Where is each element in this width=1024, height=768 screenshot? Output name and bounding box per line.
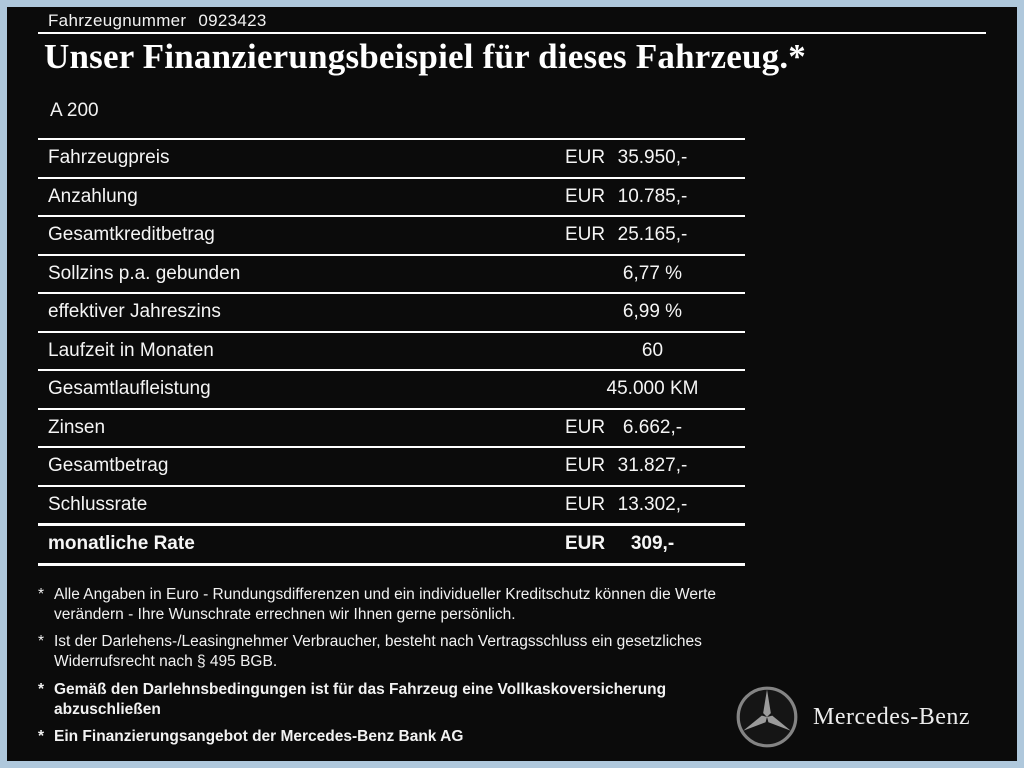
row-currency: EUR	[565, 147, 606, 169]
row-label: monatliche Rate	[48, 533, 195, 555]
finance-row: Gesamtbetrag EUR 31.827,-	[38, 448, 745, 487]
row-value: EUR 309,-	[560, 533, 745, 555]
row-amount: 60	[641, 339, 664, 361]
row-amount: 45.000 KM	[606, 378, 699, 400]
footnote-text: Gemäß den Darlehnsbedingungen ist für da…	[54, 680, 667, 718]
finance-row: Zinsen EUR 6.662,-	[38, 410, 745, 448]
row-value: 45.000 KM	[560, 378, 745, 400]
finance-row: Laufzeit in Monaten 60	[38, 333, 745, 371]
row-value: EUR 31.827,-	[560, 455, 745, 477]
row-value: EUR 35.950,-	[560, 147, 745, 169]
vehicle-model: A 200	[50, 100, 99, 121]
row-label: Gesamtlaufleistung	[48, 378, 211, 400]
footnote-text: Ist der Darlehens-/Leasingnehmer Verbrau…	[54, 633, 702, 671]
row-label: Zinsen	[48, 416, 106, 438]
finance-row: monatliche Rate EUR 309,-	[38, 526, 745, 566]
footnote-marker: *	[38, 586, 45, 603]
row-value: EUR 25.165,-	[560, 224, 745, 246]
row-label: Gesamtbetrag	[48, 455, 169, 477]
row-label: Laufzeit in Monaten	[48, 339, 214, 361]
finance-row: Gesamtlaufleistung 45.000 KM	[38, 371, 745, 410]
footnote: * Alle Angaben in Euro - Rundungsdifferen…	[38, 585, 738, 625]
finance-table: Fahrzeugpreis EUR 35.950,- Anzahlung EUR 10.7…	[38, 138, 745, 566]
vehicle-number-value: 0923423	[198, 11, 267, 30]
header-divider	[38, 32, 986, 34]
row-currency: EUR	[565, 185, 606, 207]
row-amount: 6,77 %	[622, 262, 683, 284]
row-value: EUR 6.662,-	[560, 417, 745, 439]
row-label: Anzahlung	[48, 185, 138, 207]
row-amount: 35.950,-	[617, 147, 688, 169]
row-currency: EUR	[565, 416, 606, 438]
page-title: Unser Finanzierungsbeispiel für dieses F…	[44, 37, 806, 76]
brand: Mercedes-Benz	[735, 685, 970, 749]
row-label: effektiver Jahreszins	[48, 301, 221, 323]
row-amount: 10.785,-	[617, 185, 688, 207]
row-amount: 31.827,-	[617, 455, 688, 477]
vehicle-number-label: Fahrzeugnummer	[48, 11, 187, 30]
row-value: 60	[560, 340, 745, 362]
row-label: Gesamtkreditbetrag	[48, 224, 215, 246]
row-label: Sollzins p.a. gebunden	[48, 262, 241, 284]
mercedes-logo-icon	[736, 686, 798, 748]
footnote-marker: *	[38, 680, 45, 698]
finance-row: Gesamtkreditbetrag EUR 25.165,-	[38, 217, 745, 256]
finance-row: Sollzins p.a. gebunden 6,77 %	[38, 256, 745, 294]
row-amount: 309,-	[630, 533, 675, 555]
row-label: Fahrzeugpreis	[48, 147, 170, 169]
row-currency: EUR	[565, 224, 606, 246]
row-value: 6,77 %	[560, 263, 745, 285]
row-value: EUR 13.302,-	[560, 494, 745, 516]
row-amount: 6,99 %	[622, 301, 683, 323]
finance-row: Fahrzeugpreis EUR 35.950,-	[38, 140, 745, 179]
finance-row: effektiver Jahreszins 6,99 %	[38, 294, 745, 333]
finance-row: Anzahlung EUR 10.785,-	[38, 179, 745, 217]
footnote-text: Alle Angaben in Euro - Rundungsdifferenz…	[54, 586, 717, 624]
row-currency: EUR	[565, 455, 606, 477]
row-label: Schlussrate	[48, 493, 148, 515]
footnotes: * Alle Angaben in Euro - Rundungsdifferen…	[38, 585, 738, 754]
row-value: EUR 10.785,-	[560, 186, 745, 208]
footnote: * Ein Finanzierungsangebot der Mercedes-B…	[38, 727, 738, 747]
row-currency: EUR	[565, 493, 606, 515]
row-amount: 25.165,-	[617, 224, 688, 246]
footnote: * Ist der Darlehens-/Leasingnehmer Verbra…	[38, 632, 738, 672]
row-value: 6,99 %	[560, 301, 745, 323]
vehicle-number: Fahrzeugnummer 0923423	[48, 11, 267, 31]
footnote: * Gemäß den Darlehnsbedingungen ist für d…	[38, 680, 738, 720]
footnote-marker: *	[38, 727, 45, 745]
footnote-marker: *	[38, 633, 45, 651]
footnote-text: Ein Finanzierungsangebot der Mercedes-Be…	[54, 727, 464, 745]
row-amount: 13.302,-	[617, 493, 688, 515]
row-amount: 6.662,-	[622, 416, 683, 438]
brand-name: Mercedes-Benz	[813, 703, 971, 730]
row-currency: EUR	[565, 533, 606, 555]
finance-row: Schlussrate EUR 13.302,-	[38, 487, 745, 526]
